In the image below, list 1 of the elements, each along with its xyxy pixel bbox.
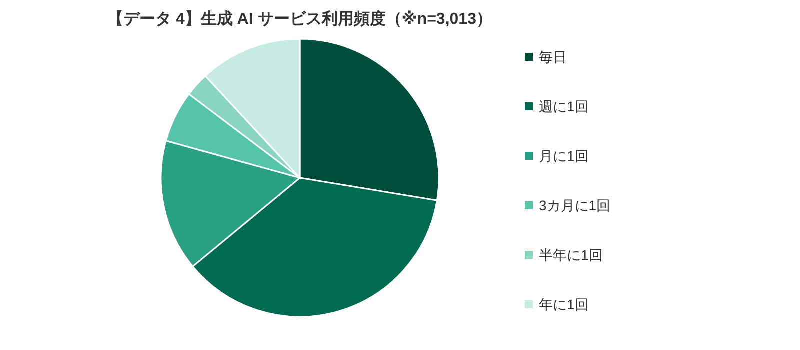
title: 【データ 4】生成 AI サービス利用頻度（※n=3,013） bbox=[108, 11, 492, 28]
